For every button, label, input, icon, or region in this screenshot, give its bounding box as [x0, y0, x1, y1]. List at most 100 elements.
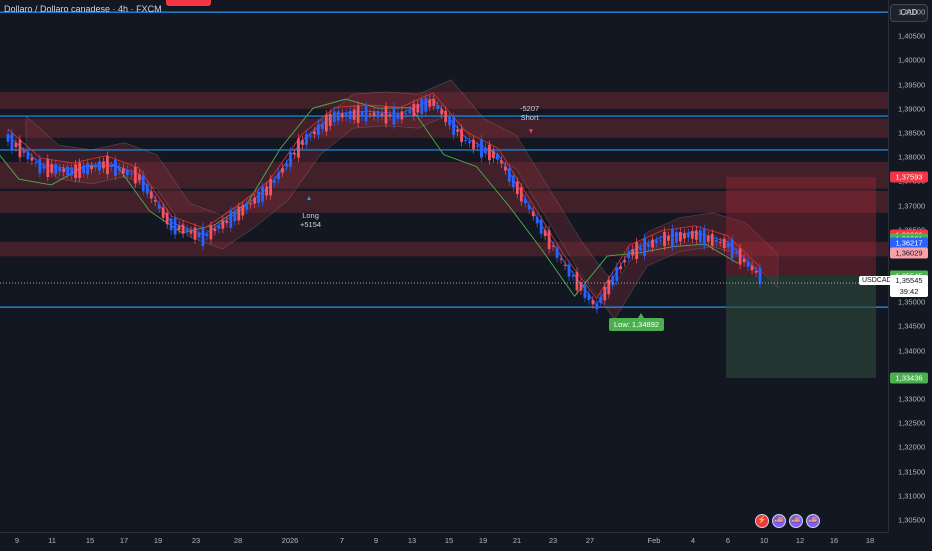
economic-events: ⚡ 🇺🇸 🇺🇸 🇺🇸	[755, 514, 820, 528]
candle-body	[10, 133, 14, 150]
candle-body	[420, 99, 424, 115]
us-flag-icon[interactable]: 🇺🇸	[789, 514, 803, 528]
candle-body	[344, 113, 348, 117]
candle-body	[679, 231, 682, 242]
low-arrow-icon	[638, 313, 644, 318]
candle-body	[145, 184, 149, 195]
candle-body	[619, 266, 623, 270]
time-tick-label: 12	[795, 536, 805, 545]
price-axis[interactable]	[888, 0, 932, 532]
price-tick-label: 1,31500	[898, 467, 926, 477]
candle-body	[647, 243, 650, 247]
candle-body	[738, 248, 742, 265]
chart-title: Dollaro / Dollaro canadese · 4h · FXCM	[4, 4, 162, 14]
candle-body	[384, 106, 388, 124]
candle-body	[603, 286, 607, 301]
candle-body	[237, 206, 241, 221]
price-tick-label: 1,30500	[898, 515, 926, 525]
candle-body	[523, 198, 527, 204]
conversion-line	[7, 98, 761, 306]
candle-body	[575, 271, 579, 291]
candle-body	[503, 166, 507, 171]
time-tick-label: 19	[478, 536, 488, 545]
price-tick-label: 1,38500	[898, 128, 926, 138]
candle-body	[62, 168, 66, 173]
time-tick-label: 15	[85, 536, 95, 545]
candle-body	[137, 174, 141, 181]
candle-body	[499, 160, 503, 164]
candle-body	[308, 135, 312, 137]
time-tick-label: 2026	[281, 536, 299, 545]
candle-body	[675, 232, 678, 243]
candle-body	[14, 142, 18, 148]
candle-body	[34, 162, 38, 164]
candle-body	[328, 113, 332, 126]
candle-body	[165, 212, 169, 225]
candle-body	[173, 217, 177, 235]
candle-body	[316, 124, 320, 135]
currency-button[interactable]: CAD	[890, 4, 928, 22]
long-arrow-icon	[307, 196, 311, 200]
price-badge: 1,36217	[890, 237, 928, 249]
candle-body	[225, 220, 229, 224]
candle-body	[412, 103, 416, 117]
candle-body	[245, 204, 249, 210]
resistance-zone	[0, 191, 888, 213]
low-price-label: Low: 1,34892	[609, 318, 665, 331]
candle-body	[754, 271, 758, 273]
time-tick-label: 19	[153, 536, 163, 545]
candle-body	[149, 191, 153, 199]
candle-body	[595, 303, 599, 310]
candle-body	[114, 159, 117, 176]
candle-body	[74, 164, 78, 179]
time-tick-label: 15	[444, 536, 454, 545]
candle-body	[472, 139, 475, 149]
candle-body	[161, 207, 165, 218]
candle-body	[627, 251, 631, 259]
candle-body	[511, 175, 515, 188]
candle-body	[722, 238, 726, 249]
candle-body	[631, 249, 635, 256]
time-tick-label: 6	[725, 536, 731, 545]
candle-body	[440, 109, 444, 115]
candle-body	[118, 168, 121, 171]
candle-body	[758, 267, 762, 284]
candle-body	[181, 224, 185, 234]
candle-body	[98, 161, 101, 171]
candle-body	[201, 226, 205, 247]
candle-body	[58, 167, 62, 172]
candle-body	[312, 131, 316, 135]
candle-body	[22, 151, 26, 153]
candle-body	[559, 258, 563, 260]
candle-body	[66, 166, 70, 176]
candle-body	[436, 105, 440, 109]
candle-body	[519, 187, 523, 202]
candle-body	[734, 252, 738, 254]
time-tick-label: Feb	[647, 536, 661, 545]
candle-body	[233, 211, 237, 222]
time-tick-label: 28	[233, 536, 243, 545]
candle-body	[18, 139, 22, 158]
candle-body	[690, 231, 694, 239]
candle-body	[643, 238, 647, 257]
candle-body	[281, 168, 284, 173]
alert-marker[interactable]	[166, 0, 211, 6]
candle-body	[587, 293, 591, 301]
candle-body	[750, 265, 754, 271]
candle-body	[241, 205, 245, 216]
candle-body	[217, 225, 221, 229]
candle-body	[197, 232, 201, 238]
time-tick-label: 21	[512, 536, 522, 545]
candle-body	[404, 113, 408, 115]
candle-body	[86, 162, 89, 175]
take-profit-zone	[726, 275, 876, 378]
candle-body	[726, 242, 730, 248]
candle-body	[305, 133, 308, 145]
candle-body	[432, 98, 436, 106]
us-flag-icon[interactable]: 🇺🇸	[806, 514, 820, 528]
resistance-zone	[0, 118, 888, 138]
us-flag-icon[interactable]: 🇺🇸	[772, 514, 786, 528]
lightning-icon[interactable]: ⚡	[755, 514, 769, 528]
time-axis[interactable]	[0, 532, 888, 551]
